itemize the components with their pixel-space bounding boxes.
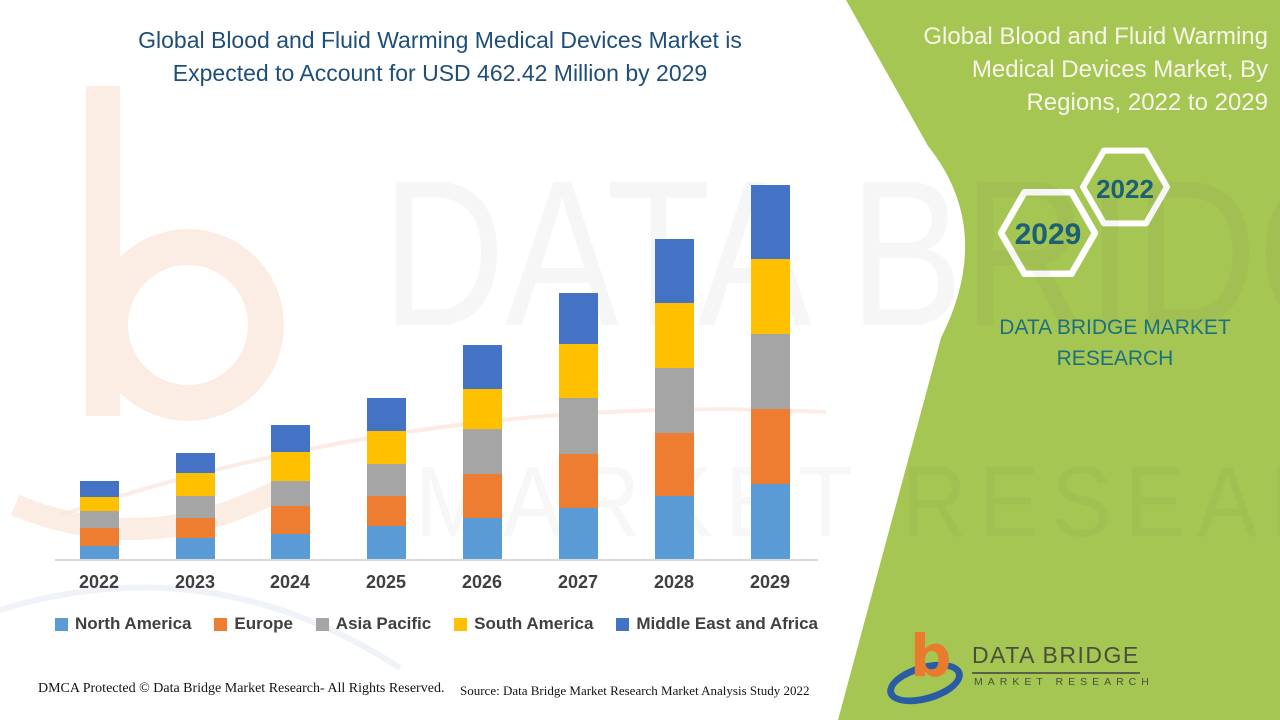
footer-dmca-text: DMCA Protected © Data Bridge Market Rese… xyxy=(38,681,445,696)
bar-segment-europe-2024[interactable] xyxy=(270,505,310,534)
bar-segment-north-america-2026[interactable] xyxy=(462,517,502,559)
bar-segment-south-america-2023[interactable] xyxy=(175,472,215,496)
bar-segment-asia-pacific-2022[interactable] xyxy=(79,510,119,528)
bar-segment-asia-pacific-2029[interactable] xyxy=(750,333,790,409)
brand-wordmark-line2: RESEARCH xyxy=(1056,347,1174,370)
bar-2027[interactable] xyxy=(558,292,598,559)
bar-segment-middle-east-and-africa-2024[interactable] xyxy=(270,425,310,452)
bar-segment-asia-pacific-2026[interactable] xyxy=(462,429,502,474)
bar-segment-north-america-2029[interactable] xyxy=(750,483,790,559)
brand-wordmark: DATA BRIDGE MARKET RESEARCH xyxy=(965,312,1265,374)
bar-2029[interactable] xyxy=(750,184,790,559)
bar-2022[interactable] xyxy=(79,480,119,559)
side-panel-title: Global Blood and Fluid Warming Medical D… xyxy=(923,23,1268,116)
legend-label-europe: Europe xyxy=(234,614,293,633)
legend-swatch-europe xyxy=(214,617,228,631)
page-title-line1: Global Blood and Fluid Warming Medical D… xyxy=(138,27,742,53)
bar-2028[interactable] xyxy=(654,238,694,559)
bar-segment-europe-2023[interactable] xyxy=(175,517,215,538)
bar-segment-north-america-2022[interactable] xyxy=(79,545,119,559)
page-title: Global Blood and Fluid Warming Medical D… xyxy=(40,24,840,90)
x-axis-label-2023: 2023 xyxy=(174,572,216,592)
x-axis-label-2026: 2026 xyxy=(461,572,503,592)
logo-b-icon: b xyxy=(882,622,968,713)
legend-item-middle-east-and-africa[interactable]: Middle East and Africa xyxy=(616,614,818,634)
bar-segment-middle-east-and-africa-2026[interactable] xyxy=(462,344,502,389)
bar-segment-north-america-2023[interactable] xyxy=(175,537,215,559)
bar-segment-middle-east-and-africa-2022[interactable] xyxy=(79,480,119,497)
legend-item-south-america[interactable]: South America xyxy=(454,614,593,634)
bar-segment-middle-east-and-africa-2028[interactable] xyxy=(654,238,694,303)
bar-segment-south-america-2029[interactable] xyxy=(750,258,790,334)
logo-b-glyph: b xyxy=(910,622,952,690)
bar-2023[interactable] xyxy=(175,452,215,559)
legend-item-north-america[interactable]: North America xyxy=(55,614,192,634)
x-axis-line xyxy=(55,559,818,561)
bar-segment-south-america-2025[interactable] xyxy=(366,431,406,464)
hexagon-year-2029: 2029 xyxy=(1014,218,1082,251)
hexagon-year-2022: 2022 xyxy=(1096,174,1154,204)
bar-2024[interactable] xyxy=(270,425,310,559)
hexagon-2022-outline xyxy=(1080,147,1170,227)
legend-swatch-south-america xyxy=(454,617,468,631)
bar-segment-europe-2026[interactable] xyxy=(462,474,502,518)
footer-source-text: Source: Data Bridge Market Research Mark… xyxy=(460,683,810,698)
x-axis-labels: 2022 2023 2024 2025 2026 2027 2028 2029 xyxy=(55,572,818,596)
legend-label-north-america: North America xyxy=(75,614,192,633)
bar-segment-asia-pacific-2023[interactable] xyxy=(175,495,215,518)
bar-segment-europe-2029[interactable] xyxy=(750,408,790,484)
green-panel-shape xyxy=(838,0,1280,720)
logo-name: DATA BRIDGE xyxy=(972,642,1140,674)
legend-label-asia-pacific: Asia Pacific xyxy=(335,614,432,633)
bar-segment-south-america-2028[interactable] xyxy=(654,302,694,368)
bar-segment-south-america-2026[interactable] xyxy=(462,388,502,429)
legend-label-south-america: South America xyxy=(474,614,594,633)
bar-segment-europe-2022[interactable] xyxy=(79,527,119,546)
bar-2025[interactable] xyxy=(366,398,406,559)
brand-wordmark-line1: DATA BRIDGE MARKET xyxy=(999,316,1231,339)
legend-swatch-north-america xyxy=(55,617,68,631)
bar-segment-north-america-2025[interactable] xyxy=(366,525,406,559)
bar-segment-south-america-2022[interactable] xyxy=(79,496,119,511)
bar-2026[interactable] xyxy=(462,344,502,559)
bar-segment-middle-east-and-africa-2027[interactable] xyxy=(558,292,598,344)
bar-segment-north-america-2024[interactable] xyxy=(270,533,310,559)
bar-chart xyxy=(55,0,818,559)
hexagon-2029-outline xyxy=(997,189,1099,277)
x-axis-label-2024: 2024 xyxy=(269,572,311,592)
bar-segment-south-america-2024[interactable] xyxy=(270,451,310,481)
legend-label-middle-east-and-africa: Middle East and Africa xyxy=(636,614,818,633)
x-axis-label-2027: 2027 xyxy=(557,572,599,592)
bar-segment-europe-2028[interactable] xyxy=(654,432,694,496)
bar-segment-north-america-2027[interactable] xyxy=(558,507,598,559)
bar-segment-europe-2027[interactable] xyxy=(558,453,598,508)
logo-b-watermark xyxy=(0,86,827,671)
page-title-line2: Expected to Account for USD 462.42 Milli… xyxy=(172,60,708,86)
bar-segment-asia-pacific-2024[interactable] xyxy=(270,480,310,506)
chart-legend: North America Europe Asia Pacific South Ame… xyxy=(55,614,818,634)
bar-segment-north-america-2028[interactable] xyxy=(654,495,694,559)
legend-swatch-asia-pacific xyxy=(315,617,329,631)
bar-segment-asia-pacific-2025[interactable] xyxy=(366,463,406,496)
bar-segment-asia-pacific-2027[interactable] xyxy=(558,397,598,454)
logo-subtitle: MARKET RESEARCH xyxy=(974,676,1154,688)
legend-item-europe[interactable]: Europe xyxy=(214,614,293,634)
x-axis-label-2025: 2025 xyxy=(365,572,407,592)
legend-swatch-middle-east-and-africa xyxy=(616,617,630,631)
bar-segment-middle-east-and-africa-2023[interactable] xyxy=(175,452,215,473)
company-logo: b DATA BRIDGE MARKET RESEARCH xyxy=(882,622,1149,713)
bar-segment-europe-2025[interactable] xyxy=(366,495,406,526)
x-axis-label-2022: 2022 xyxy=(78,572,120,592)
legend-item-asia-pacific[interactable]: Asia Pacific xyxy=(315,614,432,634)
bar-segment-south-america-2027[interactable] xyxy=(558,343,598,398)
bar-segment-middle-east-and-africa-2025[interactable] xyxy=(366,398,406,432)
bar-segment-asia-pacific-2028[interactable] xyxy=(654,367,694,433)
x-axis-label-2028: 2028 xyxy=(653,572,695,592)
bar-segment-middle-east-and-africa-2029[interactable] xyxy=(750,184,790,259)
x-axis-label-2029: 2029 xyxy=(749,572,791,592)
